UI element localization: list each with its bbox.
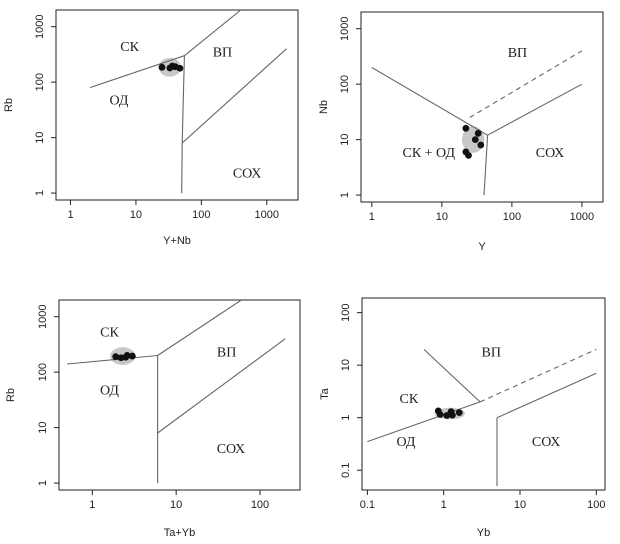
region-label: ОД	[100, 384, 119, 399]
x-tick-label: 100	[192, 209, 210, 221]
y-tick-label: 10	[37, 421, 49, 433]
x-axis-label: Y	[478, 241, 486, 253]
dashed-boundary-line	[469, 50, 583, 118]
x-axis-label: Ta+Yb	[164, 527, 196, 539]
region-label: СОХ	[217, 442, 245, 457]
y-axis-label: Nb	[318, 100, 330, 114]
y-tick-label: 10	[340, 359, 352, 371]
x-tick-label: 10	[130, 209, 142, 221]
data-point	[471, 136, 479, 144]
boundary-line	[483, 135, 489, 196]
chart-panel-3: 1 10 100 1 10 100 1000 Ta+Yb Rb СК ВП ОД СОХ	[5, 299, 301, 539]
x-tick-label: 10	[436, 211, 448, 223]
x-tick-label: 0.1	[360, 499, 375, 511]
y-tick-label: 0.1	[340, 463, 352, 478]
region-label: ВП	[213, 46, 232, 61]
region-label: ВП	[508, 46, 527, 61]
region-label: СОХ	[233, 166, 261, 181]
region-label: ВП	[482, 345, 501, 360]
boundary-line	[423, 348, 481, 403]
y-tick-label: 10	[339, 133, 351, 145]
y-axis-label: Rb	[3, 98, 15, 112]
y-tick-label: 100	[37, 363, 49, 381]
y-axis-label: Rb	[5, 388, 17, 402]
y-tick-label: 1000	[37, 304, 49, 328]
x-axis-label: Y+Nb	[163, 235, 191, 247]
y-tick-label: 1000	[339, 16, 351, 40]
x-tick-label: 100	[587, 499, 605, 511]
chart-panel-1: 1 10 100 1000 1 10 100 1000 Y+Nb Rb СК ВП ОД СОХ	[3, 9, 299, 247]
x-tick-label: 10	[514, 499, 526, 511]
plot-frame	[55, 9, 299, 201]
y-axis-label: Ta	[319, 387, 331, 400]
boundary-line	[157, 300, 242, 356]
data-point	[436, 411, 444, 418]
y-tick-label: 100	[34, 73, 46, 91]
y-tick-label: 1000	[34, 14, 46, 38]
plot-area	[367, 348, 597, 486]
data-point	[176, 64, 184, 72]
boundary-line	[367, 401, 481, 443]
plot-area	[90, 10, 287, 194]
data-point	[128, 352, 136, 360]
boundary-line	[181, 142, 183, 194]
data-point	[465, 151, 472, 159]
data-point	[123, 352, 131, 359]
x-tick-label: 1	[369, 211, 375, 223]
boundary-line	[371, 67, 488, 136]
boundary-line	[67, 354, 158, 365]
plot-frame	[58, 299, 301, 491]
x-tick-label: 1000	[255, 209, 279, 221]
data-point	[462, 124, 470, 132]
data-point	[447, 408, 455, 416]
data-point	[168, 62, 176, 70]
boundary-line	[181, 48, 287, 145]
data-point	[474, 129, 482, 137]
x-axis-label: Yb	[477, 527, 490, 539]
x-tick-label: 1	[89, 499, 95, 511]
data-point	[455, 409, 463, 416]
plot-area	[371, 50, 583, 196]
y-tick-label: 1	[339, 192, 351, 198]
y-tick-label: 100	[340, 303, 352, 321]
boundary-line	[90, 55, 185, 89]
region-label: СК + ОД	[402, 146, 455, 161]
region-label: СК	[100, 326, 119, 341]
x-tick-label: 100	[251, 499, 269, 511]
region-label: СК	[400, 392, 419, 407]
dashed-boundary-line	[479, 348, 597, 403]
y-tick-label: 1	[340, 415, 352, 421]
region-label: ОД	[109, 94, 128, 109]
data-point	[477, 141, 485, 149]
y-tick-label: 100	[339, 75, 351, 93]
x-tick-label: 10	[170, 499, 182, 511]
data-point	[158, 63, 166, 71]
y-tick-label: 1	[34, 190, 46, 196]
x-tick-label: 100	[503, 211, 521, 223]
region-label: СК	[120, 40, 139, 55]
region-label: СОХ	[536, 146, 564, 161]
region-label: ОД	[396, 435, 415, 450]
x-tick-label: 1000	[570, 211, 594, 223]
region-label: ВП	[217, 345, 236, 360]
plot-frame	[361, 297, 606, 491]
y-tick-label: 10	[34, 131, 46, 143]
boundary-line	[184, 10, 242, 57]
plot-frame	[360, 11, 604, 203]
x-tick-label: 1	[441, 499, 447, 511]
plot-area	[67, 300, 286, 484]
boundary-line	[157, 338, 286, 434]
data-point	[112, 353, 120, 361]
chart-panel-2: 1 10 100 1000 1 10 100 1000 Y Nb ВП СК + ОД СОХ	[318, 11, 604, 253]
region-label: СОХ	[532, 435, 560, 450]
chart-panel-4: 0.1 1 10 100 0.1 1 10 100 Yb Ta ВП СК ОД СОХ	[319, 297, 606, 539]
boundary-line	[496, 372, 597, 419]
y-tick-label: 1	[37, 480, 49, 486]
x-tick-label: 1	[67, 209, 73, 221]
boundary-line	[487, 83, 583, 136]
